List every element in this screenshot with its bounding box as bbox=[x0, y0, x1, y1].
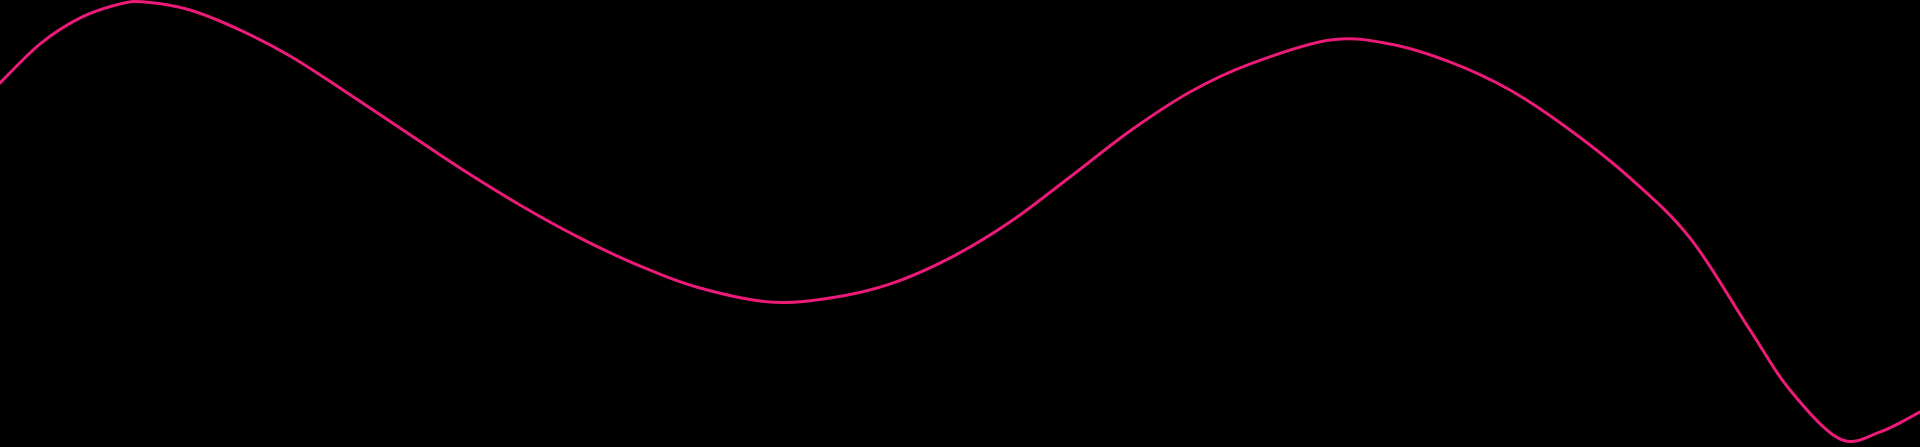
wave-canvas bbox=[0, 0, 1920, 447]
wave-line-path bbox=[0, 0, 1920, 443]
wave-chart-svg bbox=[0, 0, 1920, 447]
chart-background bbox=[0, 0, 1920, 447]
